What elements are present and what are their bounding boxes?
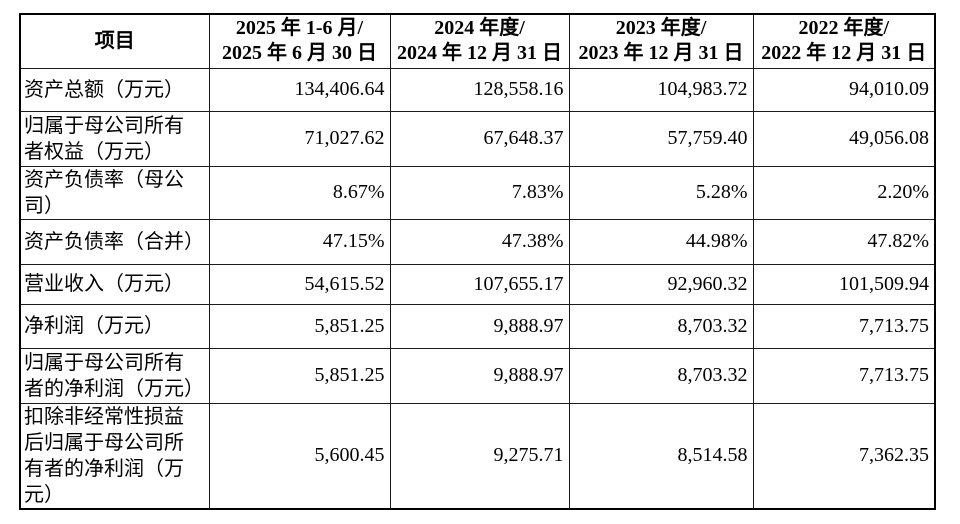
value-cell: 134,406.64 [208,67,391,112]
value-cell: 49,056.08 [752,110,936,167]
value-cell: 5.28% [568,165,754,220]
value-cell: 71,027.62 [208,110,391,167]
row-label-line: 营业收入（万元） [24,273,184,295]
row-label-cell: 归属于母公司所有 者的净利润（万元） [19,347,210,404]
table-row: 资产负债率（母公 司） 8.67% 7.83% 5.28% 2.20% [19,165,936,220]
table-row: 资产总额（万元） 134,406.64 128,558.16 104,983.7… [19,67,936,112]
value-cell: 47.38% [389,218,570,265]
row-label-cell: 资产总额（万元） [19,67,210,112]
row-label-cell: 营业收入（万元） [19,263,210,305]
row-label-line: 司） [24,194,64,217]
row-label-cell: 净利润（万元） [19,303,210,349]
row-label-line: 归属于母公司所有 [24,114,184,137]
table-row: 归属于母公司所有 者权益（万元） 71,027.62 67,648.37 57,… [19,110,936,167]
header-cell-item: 项目 [19,13,210,69]
header-item-label: 项目 [94,29,135,52]
value-cell: 57,759.40 [568,110,754,167]
value-cell: 7,713.75 [752,347,936,404]
value-cell: 101,509.94 [752,263,936,305]
row-label-line: 后归属于母公司所 [24,431,184,454]
value-cell: 94,010.09 [752,67,936,112]
row-label-line: 者权益（万元） [24,140,164,163]
header-cell-period-2025: 2025 年 1-6 月/ 2025 年 6 月 30 日 [208,13,391,69]
value-cell: 92,960.32 [568,263,754,305]
row-label-cell: 归属于母公司所有 者权益（万元） [19,110,210,167]
value-cell: 67,648.37 [389,110,570,167]
period-line: 2024 年 12 月 31 日 [397,42,562,65]
value-cell: 44.98% [568,218,754,265]
value-cell: 9,275.71 [389,402,570,510]
row-label-line: 净利润（万元） [24,315,164,337]
row-label-line: 元） [24,483,64,506]
table-row: 归属于母公司所有 者的净利润（万元） 5,851.25 9,888.97 8,7… [19,347,936,404]
row-label-line: 者的净利润（万元） [24,377,204,400]
value-cell: 8.67% [208,165,391,220]
period-line: 2025 年 6 月 30 日 [222,42,377,65]
table-row: 净利润（万元） 5,851.25 9,888.97 8,703.32 7,713… [19,303,936,349]
row-label-line: 归属于母公司所有 [24,351,184,374]
period-line: 2022 年 12 月 31 日 [761,42,927,65]
header-cell-period-2023: 2023 年度/ 2023 年 12 月 31 日 [568,13,754,69]
header-cell-period-2024: 2024 年度/ 2024 年 12 月 31 日 [389,13,570,69]
value-cell: 2.20% [752,165,936,220]
value-cell: 47.82% [752,218,936,265]
table-row: 扣除非经常性损益 后归属于母公司所 有者的净利润（万 元） 5,600.45 9… [19,402,936,510]
value-cell: 5,600.45 [208,402,391,510]
table-row: 营业收入（万元） 54,615.52 107,655.17 92,960.32 … [19,263,936,305]
row-label-cell: 扣除非经常性损益 后归属于母公司所 有者的净利润（万 元） [19,402,210,510]
row-label-cell: 资产负债率（合并） [19,218,210,265]
period-line: 2022 年度/ [798,17,890,40]
value-cell: 104,983.72 [568,67,754,112]
period-line: 2025 年 1-6 月/ [235,17,364,40]
row-label-cell: 资产负债率（母公 司） [19,165,210,220]
value-cell: 7,362.35 [752,402,936,510]
table-row: 资产负债率（合并） 47.15% 47.38% 44.98% 47.82% [19,218,936,265]
value-cell: 8,703.32 [568,347,754,404]
value-cell: 128,558.16 [389,67,570,112]
value-cell: 7.83% [389,165,570,220]
header-cell-period-2022: 2022 年度/ 2022 年 12 月 31 日 [752,13,936,69]
value-cell: 8,703.32 [568,303,754,349]
financial-summary-table: 项目 2025 年 1-6 月/ 2025 年 6 月 30 日 2024 年度… [19,13,936,510]
value-cell: 47.15% [208,218,391,265]
row-label-line: 资产负债率（母公 [24,168,184,191]
row-label-line: 资产总额（万元） [24,78,184,101]
value-cell: 8,514.58 [568,402,754,510]
period-line: 2023 年 12 月 31 日 [578,42,744,65]
header-row: 项目 2025 年 1-6 月/ 2025 年 6 月 30 日 2024 年度… [19,13,936,69]
value-cell: 5,851.25 [208,347,391,404]
value-cell: 9,888.97 [389,347,570,404]
period-line: 2024 年度/ [434,17,525,40]
value-cell: 7,713.75 [752,303,936,349]
row-label-line: 扣除非经常性损益 [24,405,184,428]
value-cell: 54,615.52 [208,263,391,305]
value-cell: 9,888.97 [389,303,570,349]
row-label-line: 资产负债率（合并） [24,230,204,253]
row-label-line: 有者的净利润（万 [24,457,184,480]
period-line: 2023 年度/ [615,17,707,40]
value-cell: 5,851.25 [208,303,391,349]
value-cell: 107,655.17 [389,263,570,305]
